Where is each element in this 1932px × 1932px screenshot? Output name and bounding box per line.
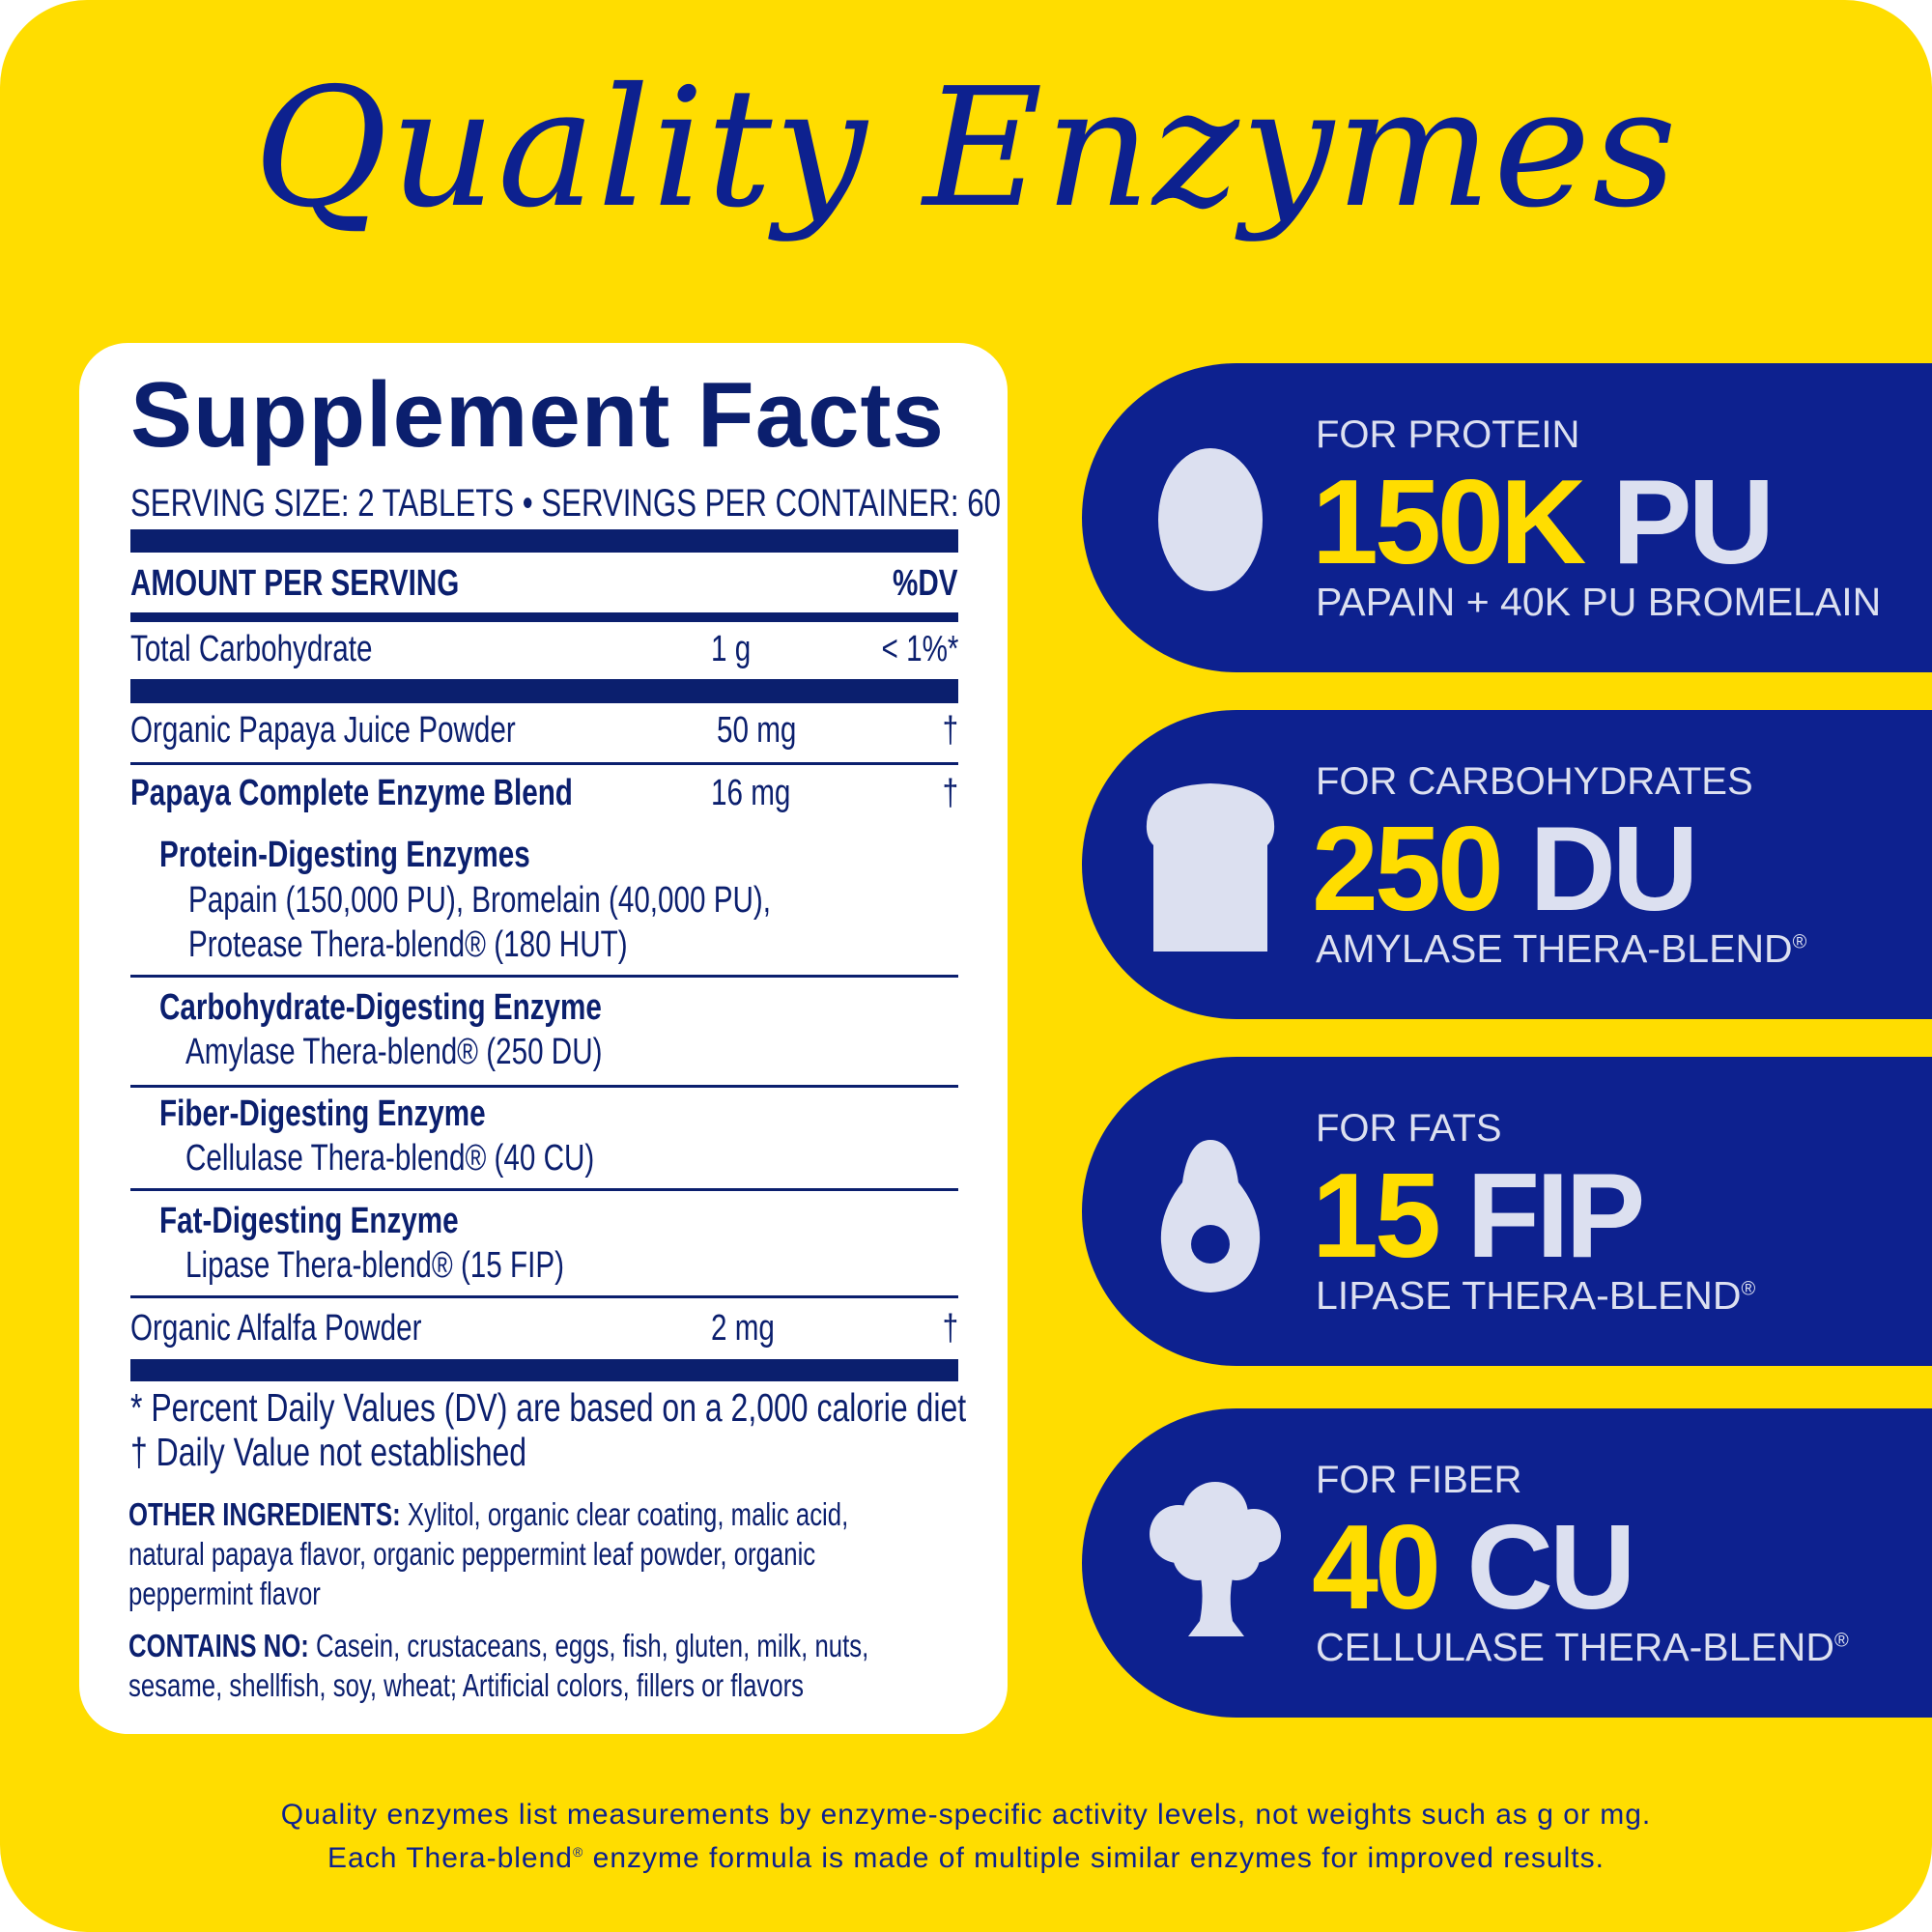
divider bbox=[130, 612, 958, 622]
fats-callout: FOR FATS 15 FIP LIPASE THERA-BLEND® bbox=[1082, 1057, 1932, 1366]
group-heading: Fiber-Digesting Enzyme bbox=[159, 1094, 486, 1134]
supplement-facts-panel: Supplement Facts SERVING SIZE: 2 TABLETS… bbox=[79, 343, 1008, 1734]
row-name: Organic Papaya Juice Powder bbox=[130, 710, 516, 751]
group-line: Protease Thera-blend® (180 HUT) bbox=[188, 924, 628, 965]
other-line: Xylitol, organic clear coating, malic ac… bbox=[400, 1496, 849, 1532]
callout-sub: AMYLASE THERA-BLEND® bbox=[1316, 926, 1807, 971]
row-dv: † bbox=[942, 773, 958, 813]
callout-label: FOR FIBER bbox=[1316, 1459, 1522, 1501]
fiber-callout: FOR FIBER 40 CU CELLULASE THERA-BLEND® bbox=[1082, 1408, 1932, 1718]
other-line: natural papaya flavor, organic peppermin… bbox=[128, 1536, 816, 1572]
group-heading: Protein-Digesting Enzymes bbox=[159, 835, 530, 875]
row-amount: 50 mg bbox=[717, 710, 797, 751]
divider-thick bbox=[130, 529, 958, 553]
egg-icon bbox=[1158, 448, 1263, 591]
other-ingredients: OTHER INGREDIENTS: Xylitol, organic clea… bbox=[128, 1494, 1051, 1613]
protein-callout: FOR PROTEIN 150K PU PAPAIN + 40K PU BROM… bbox=[1082, 363, 1932, 672]
divider-thick bbox=[130, 1359, 958, 1381]
callout-label: FOR CARBOHYDRATES bbox=[1316, 760, 1753, 803]
group-line: Papain (150,000 PU), Bromelain (40,000 P… bbox=[188, 880, 772, 921]
col-dv-header: %DV bbox=[893, 563, 958, 604]
contains-label: CONTAINS NO: bbox=[128, 1628, 309, 1663]
contains-no: CONTAINS NO: Casein, crustaceans, eggs, … bbox=[128, 1626, 1077, 1705]
callout-sub: LIPASE THERA-BLEND® bbox=[1316, 1273, 1756, 1318]
contains-line: sesame, shellfish, soy, wheat; Artificia… bbox=[128, 1667, 805, 1703]
contains-line: Casein, crustaceans, eggs, fish, gluten,… bbox=[308, 1628, 869, 1663]
row-dv: < 1%* bbox=[881, 629, 958, 669]
row-amount: 2 mg bbox=[711, 1308, 775, 1349]
avocado-icon bbox=[1160, 1140, 1261, 1293]
serving-info: SERVING SIZE: 2 TABLETS • SERVINGS PER C… bbox=[130, 482, 1001, 525]
callout-label: FOR PROTEIN bbox=[1316, 413, 1580, 456]
divider-thin bbox=[130, 975, 958, 978]
callout-sub: CELLULASE THERA-BLEND® bbox=[1316, 1625, 1849, 1669]
footer-line: Each Thera-blend® enzyme formula is made… bbox=[327, 1842, 1605, 1874]
callout-label: FOR FATS bbox=[1316, 1107, 1502, 1150]
row-amount: 1 g bbox=[711, 629, 752, 669]
row-name: Total Carbohydrate bbox=[130, 629, 373, 669]
callout-value: 40 CU bbox=[1312, 1501, 1635, 1634]
divider-thin bbox=[130, 1188, 958, 1191]
callout-sub: PAPAIN + 40K PU BROMELAIN bbox=[1316, 580, 1882, 624]
page-title: Quality Enzymes bbox=[253, 53, 1679, 244]
footer-line: Quality enzymes list measurements by enz… bbox=[280, 1799, 1652, 1831]
callout-value: 150K PU bbox=[1312, 456, 1775, 589]
row-dv: † bbox=[942, 1308, 958, 1349]
facts-heading: Supplement Facts bbox=[130, 363, 945, 467]
group-line: Amylase Thera-blend® (250 DU) bbox=[185, 1032, 603, 1072]
other-line: peppermint flavor bbox=[128, 1576, 321, 1611]
row-amount: 16 mg bbox=[711, 773, 791, 813]
col-amount-header: AMOUNT PER SERVING bbox=[130, 563, 460, 604]
row-dv: † bbox=[942, 710, 958, 751]
carbohydrates-callout: FOR CARBOHYDRATES 250 DU AMYLASE THERA-B… bbox=[1082, 710, 1932, 1019]
other-label: OTHER INGREDIENTS: bbox=[128, 1496, 401, 1532]
divider-thin bbox=[130, 1085, 958, 1088]
bread-icon bbox=[1146, 783, 1275, 952]
group-line: Lipase Thera-blend® (15 FIP) bbox=[185, 1245, 564, 1286]
row-name: Papaya Complete Enzyme Blend bbox=[130, 773, 573, 813]
footnote: * Percent Daily Values (DV) are based on… bbox=[130, 1385, 967, 1430]
footnote: † Daily Value not established bbox=[130, 1430, 527, 1474]
divider-thin bbox=[130, 762, 958, 765]
divider-thick bbox=[130, 679, 958, 703]
callout-value: 250 DU bbox=[1312, 803, 1698, 936]
broccoli-icon bbox=[1150, 1482, 1281, 1636]
callout-value: 15 FIP bbox=[1312, 1150, 1645, 1283]
divider-thin bbox=[130, 1295, 958, 1298]
group-line: Cellulase Thera-blend® (40 CU) bbox=[185, 1138, 595, 1179]
group-heading: Carbohydrate-Digesting Enzyme bbox=[159, 987, 602, 1028]
row-name: Organic Alfalfa Powder bbox=[130, 1308, 422, 1349]
footer-note: Quality enzymes list measurements by enz… bbox=[0, 1797, 1932, 1877]
group-heading: Fat-Digesting Enzyme bbox=[159, 1201, 459, 1241]
